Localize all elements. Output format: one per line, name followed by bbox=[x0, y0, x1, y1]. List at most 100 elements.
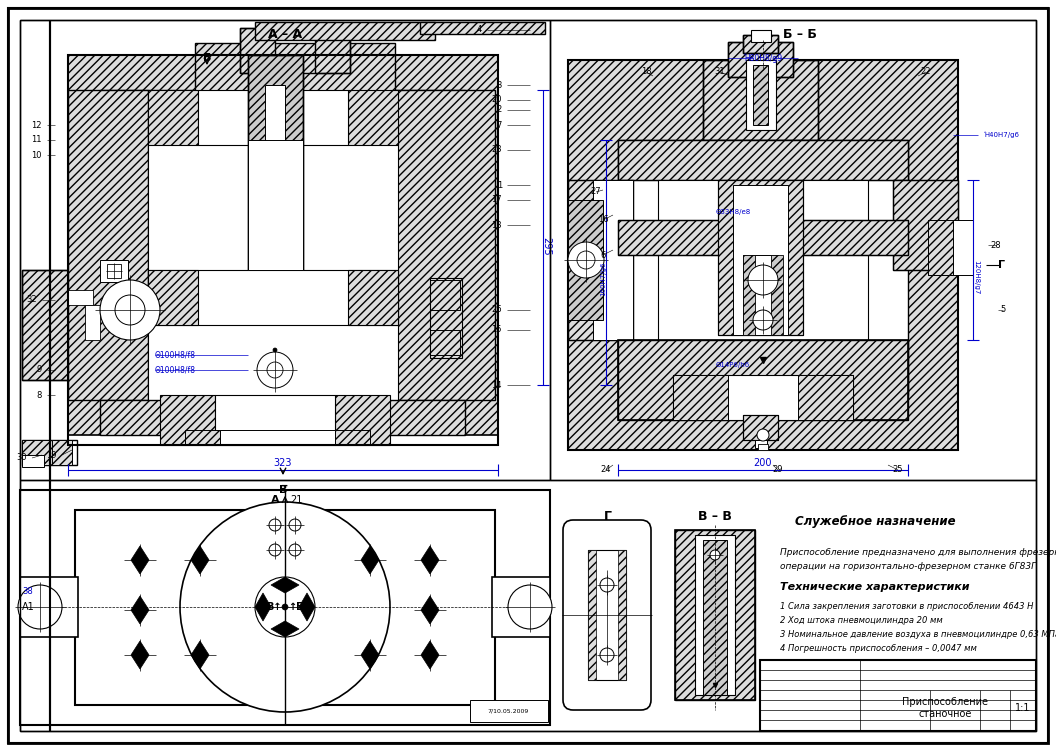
Polygon shape bbox=[191, 641, 209, 669]
Bar bbox=[893, 180, 958, 270]
Circle shape bbox=[748, 265, 778, 295]
Text: 160H7/g6: 160H7/g6 bbox=[600, 262, 606, 297]
Bar bbox=[588, 550, 596, 680]
Bar bbox=[753, 65, 768, 125]
Bar bbox=[220, 430, 335, 445]
Polygon shape bbox=[191, 546, 209, 574]
Text: Служебное назначение: Служебное назначение bbox=[795, 515, 956, 528]
Text: операции на горизонтально-фрезерном станке 6Г83Г: операции на горизонтально-фрезерном стан… bbox=[780, 562, 1036, 571]
Text: 1 Сила закрепления заготовки в приспособлении 4643 Н: 1 Сила закрепления заготовки в приспособ… bbox=[780, 602, 1034, 611]
Circle shape bbox=[257, 352, 293, 388]
Bar bbox=[335, 430, 370, 445]
Text: 1: 1 bbox=[496, 180, 502, 189]
Bar bbox=[703, 60, 818, 140]
Text: 26: 26 bbox=[491, 306, 502, 315]
Text: В̅: В̅ bbox=[279, 485, 287, 495]
Bar bbox=[751, 30, 771, 42]
Text: В↑: В↑ bbox=[266, 602, 282, 612]
Text: 19: 19 bbox=[46, 451, 57, 460]
Text: 4 Погрешность приспособления – 0,0047 мм: 4 Погрешность приспособления – 0,0047 мм bbox=[780, 644, 977, 653]
Text: 32: 32 bbox=[26, 295, 37, 304]
Bar bbox=[107, 264, 121, 278]
Text: 28: 28 bbox=[991, 240, 1001, 249]
Text: 7: 7 bbox=[496, 120, 502, 129]
Circle shape bbox=[267, 589, 303, 625]
Bar bbox=[743, 35, 778, 53]
Bar bbox=[695, 535, 735, 695]
Bar bbox=[673, 375, 728, 420]
Bar bbox=[760, 660, 1036, 731]
Text: 7/10.05.2009: 7/10.05.2009 bbox=[487, 708, 529, 713]
Bar bbox=[20, 490, 550, 725]
Bar bbox=[658, 180, 868, 390]
Bar bbox=[718, 180, 803, 335]
Text: 323: 323 bbox=[274, 458, 293, 468]
Text: 1:1: 1:1 bbox=[1015, 703, 1031, 713]
Bar bbox=[348, 270, 398, 325]
Bar bbox=[248, 140, 303, 270]
Bar bbox=[743, 255, 778, 335]
Bar bbox=[618, 340, 908, 420]
Bar bbox=[618, 140, 908, 180]
Text: 295: 295 bbox=[541, 237, 551, 255]
Circle shape bbox=[254, 577, 315, 637]
Text: 22: 22 bbox=[921, 68, 931, 77]
Text: А: А bbox=[271, 495, 280, 505]
Circle shape bbox=[568, 242, 604, 278]
Bar bbox=[771, 255, 782, 335]
Text: ↑Б: ↑Б bbox=[288, 602, 303, 612]
Bar bbox=[148, 120, 398, 320]
Bar bbox=[22, 440, 52, 465]
Bar bbox=[148, 90, 199, 145]
Bar bbox=[728, 42, 793, 77]
Bar bbox=[618, 140, 908, 180]
Text: 29: 29 bbox=[773, 466, 784, 475]
Bar bbox=[618, 340, 908, 420]
Bar bbox=[675, 530, 755, 700]
Text: Технические характеристики: Технические характеристики bbox=[780, 582, 969, 592]
Bar bbox=[195, 43, 395, 103]
Bar bbox=[161, 395, 215, 445]
Polygon shape bbox=[299, 593, 315, 621]
Bar bbox=[568, 60, 958, 450]
Text: 8: 8 bbox=[37, 391, 42, 400]
Bar bbox=[703, 540, 727, 695]
Bar bbox=[315, 28, 350, 73]
Bar bbox=[267, 512, 303, 567]
Bar bbox=[733, 185, 788, 335]
Circle shape bbox=[289, 519, 301, 531]
Bar bbox=[703, 60, 818, 140]
Bar bbox=[618, 140, 908, 395]
Bar bbox=[420, 22, 545, 34]
Text: 3 Номинальное давление воздуха в пневмоцилиндре 0,63 МПа: 3 Номинальное давление воздуха в пневмоц… bbox=[780, 630, 1056, 639]
Bar bbox=[430, 278, 463, 358]
Polygon shape bbox=[361, 546, 379, 574]
Bar bbox=[22, 270, 72, 380]
Circle shape bbox=[269, 519, 281, 531]
Text: Б – Б: Б – Б bbox=[784, 28, 817, 41]
Circle shape bbox=[274, 348, 277, 352]
Text: А – А: А – А bbox=[268, 28, 302, 41]
Bar bbox=[75, 510, 495, 705]
Bar bbox=[240, 28, 275, 73]
Text: 20: 20 bbox=[491, 95, 502, 104]
Text: 11: 11 bbox=[32, 135, 42, 144]
Bar bbox=[148, 270, 199, 325]
Circle shape bbox=[269, 544, 281, 556]
Bar bbox=[568, 180, 633, 340]
Bar bbox=[675, 530, 755, 700]
Bar bbox=[746, 60, 776, 130]
Circle shape bbox=[267, 362, 283, 378]
Circle shape bbox=[753, 310, 773, 330]
Polygon shape bbox=[254, 593, 271, 621]
Text: 25: 25 bbox=[892, 466, 903, 475]
Bar bbox=[185, 430, 220, 445]
Text: 14: 14 bbox=[491, 381, 502, 390]
Text: Г: Г bbox=[604, 510, 612, 523]
Bar bbox=[492, 577, 550, 637]
Text: 18: 18 bbox=[641, 68, 652, 77]
Text: А1: А1 bbox=[22, 602, 35, 612]
Text: Приспособление предназначено для выполнения фрезерной: Приспособление предназначено для выполне… bbox=[780, 548, 1056, 557]
Text: 6: 6 bbox=[600, 251, 606, 260]
Circle shape bbox=[100, 280, 161, 340]
